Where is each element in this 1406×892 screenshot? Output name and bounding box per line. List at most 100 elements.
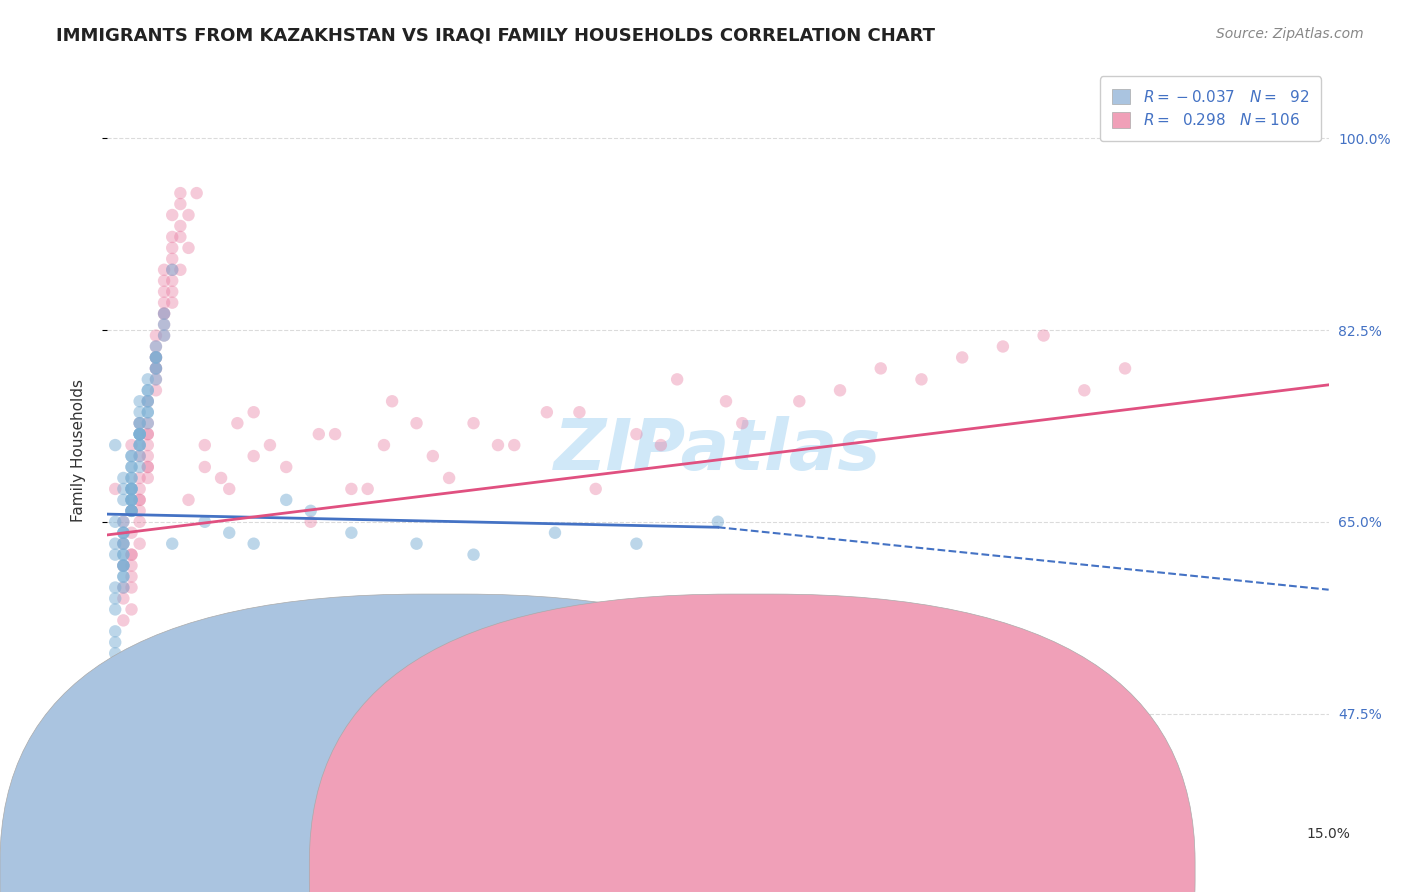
Point [910,372,932,386]
Point [112,558,135,573]
Point [153,318,176,332]
Point [714,394,737,409]
Point [121,504,143,518]
Point [128,492,150,507]
Point [276,460,298,475]
Point [112,548,135,562]
Point [128,416,150,430]
Point [153,307,176,321]
Point [121,492,143,507]
Point [136,427,159,442]
Point [128,482,150,496]
Point [194,460,217,475]
Point [242,449,264,463]
Point [153,274,176,288]
Point [104,591,127,606]
Point [194,438,217,452]
Point [153,328,176,343]
Point [177,208,200,222]
Point [112,569,135,583]
Point [160,208,183,222]
Point [536,405,558,419]
Point [787,394,810,409]
Point [145,361,167,376]
Point [160,295,183,310]
Point [568,405,591,419]
Point [585,482,607,496]
Point [218,525,240,540]
Point [128,449,150,463]
Point [121,471,143,485]
Point [145,361,167,376]
Point [503,438,526,452]
Point [136,449,159,463]
Point [153,318,176,332]
Point [128,515,150,529]
Point [136,394,159,409]
Point [121,492,143,507]
Point [121,438,143,452]
Point [136,438,159,452]
Point [112,537,135,551]
Point [128,405,150,419]
Point [121,569,143,583]
Point [128,427,150,442]
Point [145,339,167,353]
Point [104,537,127,551]
Point [869,361,891,376]
Point [169,262,191,277]
Point [463,548,485,562]
Point [112,537,135,551]
Point [340,525,363,540]
Point [186,186,208,200]
Point [121,602,143,616]
Point [112,558,135,573]
Point [121,504,143,518]
Point [112,558,135,573]
Point [437,471,460,485]
Point [544,525,567,540]
Point [128,471,150,485]
Point [160,262,183,277]
Point [486,438,509,452]
Legend: $R = -0.037\quad N = \ \ 92$, $R = \ \ 0.298\quad N = 106$: $R = -0.037\quad N = \ \ 92$, $R = \ \ 0… [1099,77,1322,141]
Point [104,635,127,649]
Point [112,525,135,540]
Point [104,646,127,660]
Point [991,339,1014,353]
Point [136,405,159,419]
Point [104,679,127,693]
Point [112,591,135,606]
Point [121,449,143,463]
Point [153,262,176,277]
Point [128,416,150,430]
Point [136,384,159,398]
Point [299,504,322,518]
Point [169,186,191,200]
Point [828,384,851,398]
Point [112,515,135,529]
Point [121,460,143,475]
Point [104,624,127,639]
Point [160,262,183,277]
Point [160,252,183,266]
Point [128,394,150,409]
Point [128,438,150,452]
Point [308,427,330,442]
Point [104,548,127,562]
Point [128,416,150,430]
Point [169,197,191,211]
Point [160,241,183,255]
Point [128,427,150,442]
Point [153,295,176,310]
Point [145,384,167,398]
Point [121,525,143,540]
Point [121,504,143,518]
Point [707,515,730,529]
Point [136,427,159,442]
Point [145,351,167,365]
Point [128,427,150,442]
Point [112,558,135,573]
Point [112,581,135,595]
Point [121,482,143,496]
